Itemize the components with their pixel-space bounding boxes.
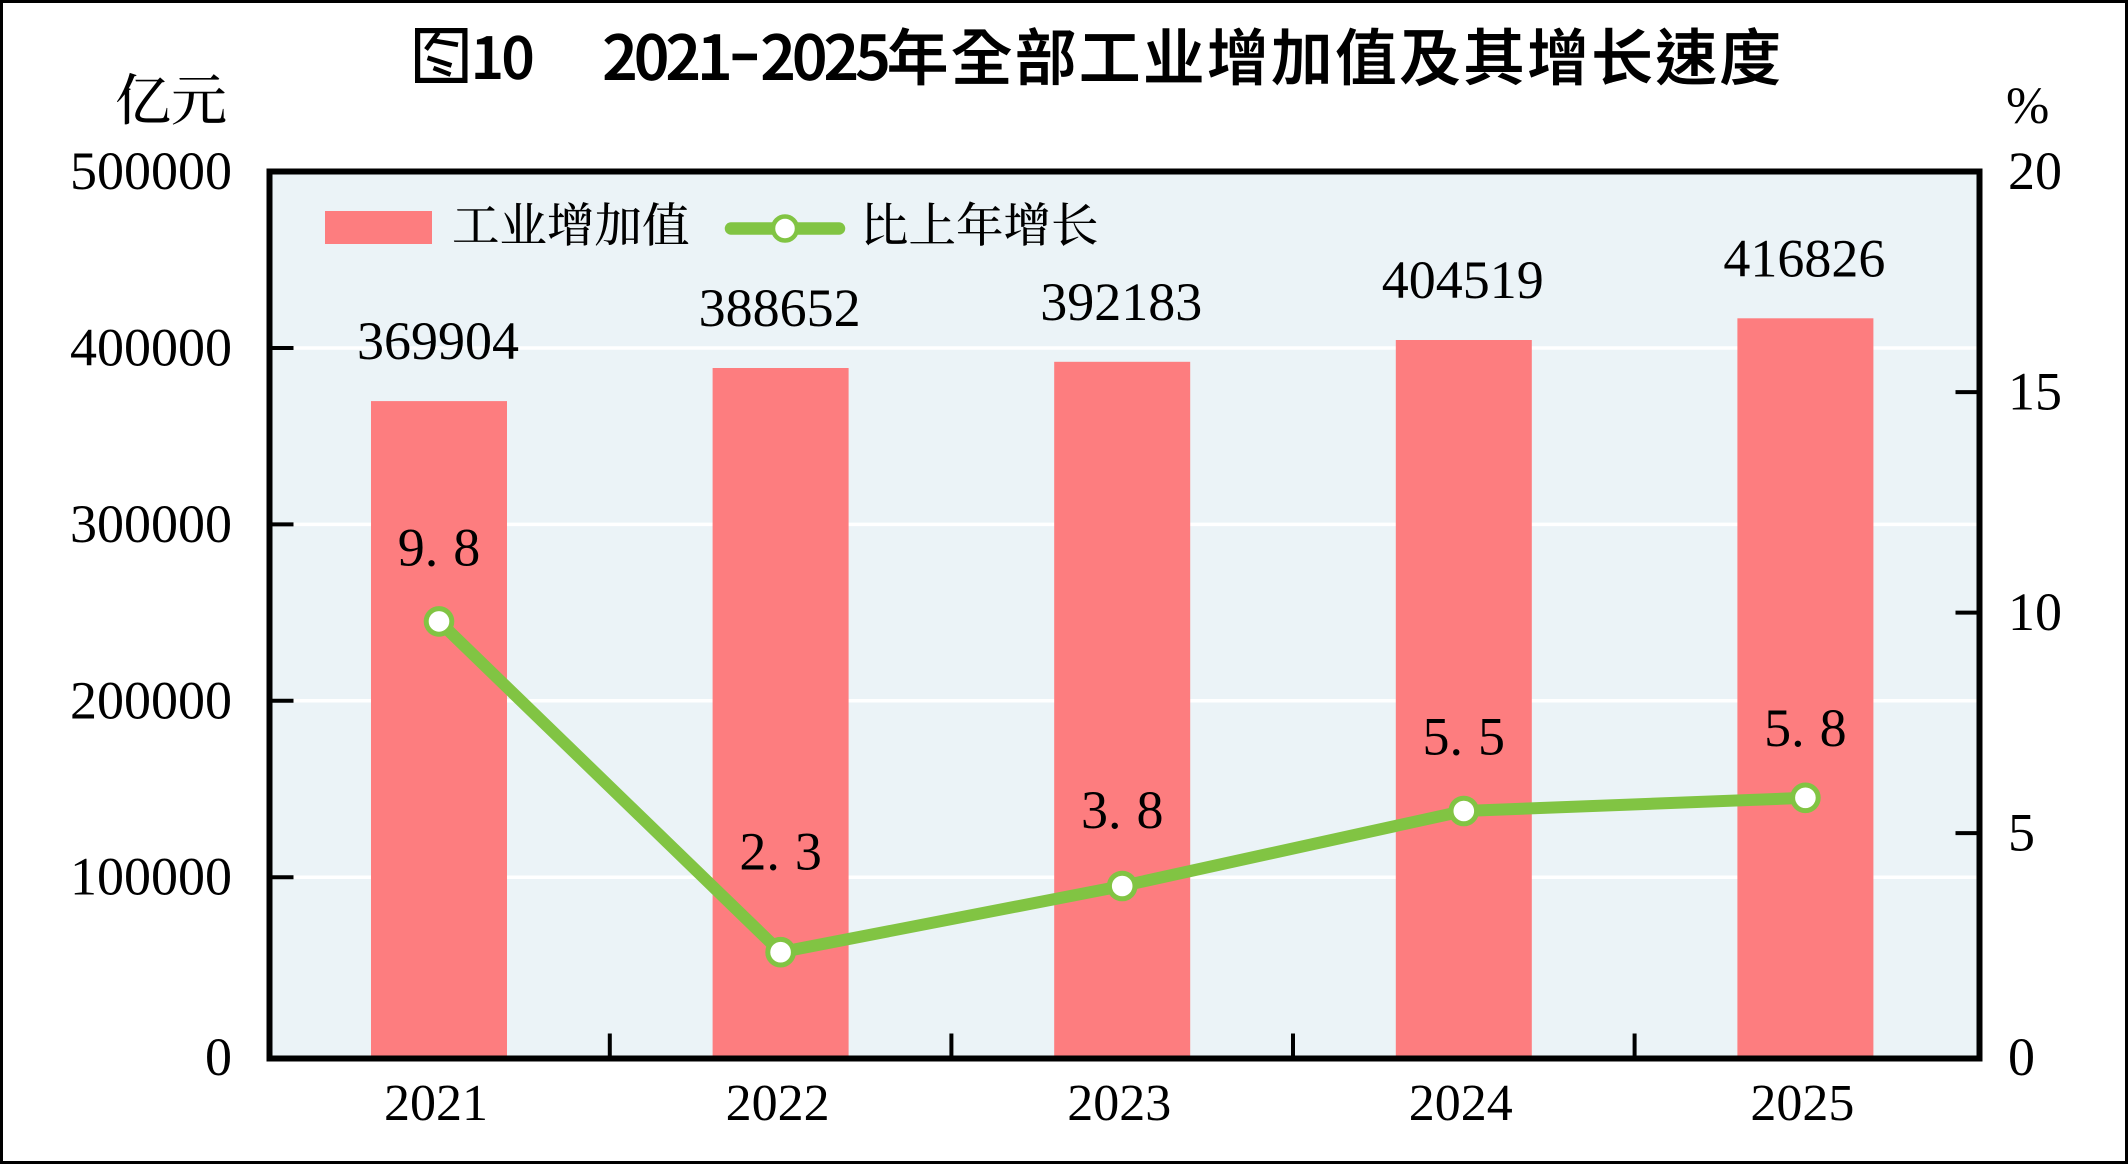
svg-text:0: 0 [205, 1027, 232, 1087]
svg-text:2024: 2024 [1409, 1075, 1513, 1132]
svg-text:2021: 2021 [384, 1075, 488, 1132]
svg-text:2023: 2023 [1067, 1075, 1171, 1132]
svg-text:10: 10 [2008, 582, 2062, 642]
svg-text:369904: 369904 [357, 311, 519, 371]
svg-text:2022: 2022 [726, 1075, 830, 1132]
svg-text:392183: 392183 [1040, 272, 1202, 332]
svg-text:300000: 300000 [70, 494, 232, 554]
svg-text:20: 20 [2008, 141, 2062, 201]
svg-text:416826: 416826 [1723, 228, 1885, 288]
svg-text:%: % [2006, 78, 2049, 135]
svg-text:388652: 388652 [699, 278, 861, 338]
svg-text:100000: 100000 [70, 847, 232, 907]
svg-text:400000: 400000 [70, 318, 232, 378]
svg-text:404519: 404519 [1382, 250, 1544, 310]
svg-text:5: 5 [2008, 803, 2035, 863]
svg-text:500000: 500000 [70, 141, 232, 201]
svg-text:200000: 200000 [70, 670, 232, 730]
svg-text:0: 0 [2008, 1027, 2035, 1087]
svg-text:15: 15 [2008, 362, 2062, 422]
svg-text:2025: 2025 [1750, 1075, 1854, 1132]
